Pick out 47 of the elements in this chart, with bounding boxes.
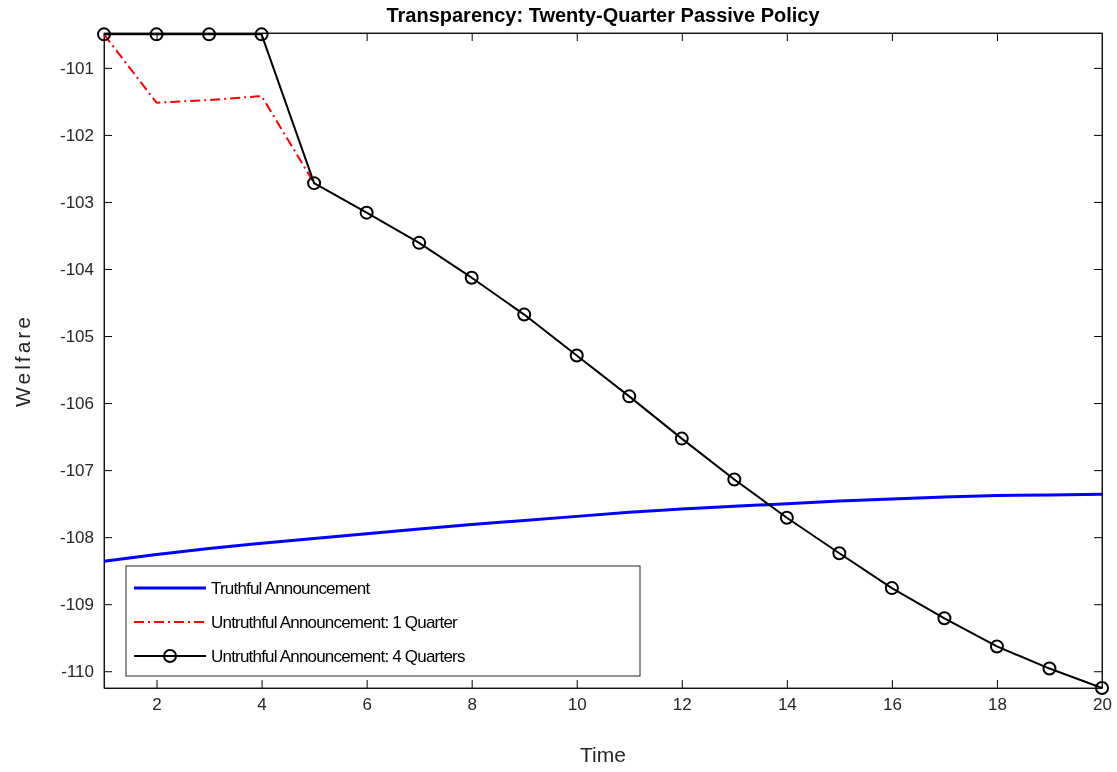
point — [622, 389, 637, 404]
x-tick-label: 2 — [152, 695, 162, 715]
y-tick-label: -108 — [59, 528, 94, 548]
legend-label: Untruthful Announcement: 4 Quarters — [211, 647, 465, 666]
x-tick-label: 16 — [882, 695, 902, 715]
point — [412, 235, 427, 250]
point — [569, 348, 584, 363]
y-tick-label: -101 — [59, 58, 94, 78]
x-tick-label: 14 — [777, 695, 797, 715]
point — [307, 176, 322, 191]
point — [779, 510, 794, 525]
point — [832, 546, 847, 561]
x-tick-label: 10 — [567, 695, 587, 715]
x-axis-title: Time — [580, 743, 626, 766]
point — [149, 27, 164, 42]
y-tick-label: -107 — [59, 461, 94, 481]
point — [517, 307, 532, 322]
line-series — [102, 492, 1104, 563]
y-tick-label: -102 — [59, 125, 94, 145]
point — [674, 431, 689, 446]
x-tick-label: 20 — [1093, 695, 1112, 715]
legend-label: Truthful Announcement — [211, 579, 371, 598]
point — [1042, 661, 1057, 676]
y-axis-title: Welfare — [11, 314, 34, 407]
x-tick-label: 18 — [987, 695, 1007, 715]
point — [254, 27, 269, 42]
legend-label: Untruthful Announcement: 1 Quarter — [211, 613, 459, 632]
y-tick-label: -110 — [61, 662, 94, 682]
point — [97, 27, 111, 42]
y-tick-label: -105 — [59, 326, 94, 346]
point — [1095, 681, 1109, 695]
point — [202, 27, 217, 42]
chart-title: Transparency: Twenty-Quarter Passive Policy — [386, 4, 821, 26]
point — [359, 205, 374, 220]
point — [727, 472, 742, 487]
point — [989, 639, 1004, 654]
point — [464, 270, 479, 285]
y-tick-label: -109 — [59, 595, 94, 615]
y-tick-label: -103 — [59, 192, 94, 212]
x-tick-label: 4 — [257, 695, 267, 715]
point — [937, 611, 952, 626]
x-tick-label: 6 — [362, 695, 372, 715]
point — [884, 581, 899, 596]
x-tick-label: 12 — [672, 695, 692, 715]
y-tick-label: -106 — [59, 394, 94, 414]
y-tick-label: -104 — [59, 259, 94, 279]
x-tick-label: 8 — [467, 695, 477, 715]
